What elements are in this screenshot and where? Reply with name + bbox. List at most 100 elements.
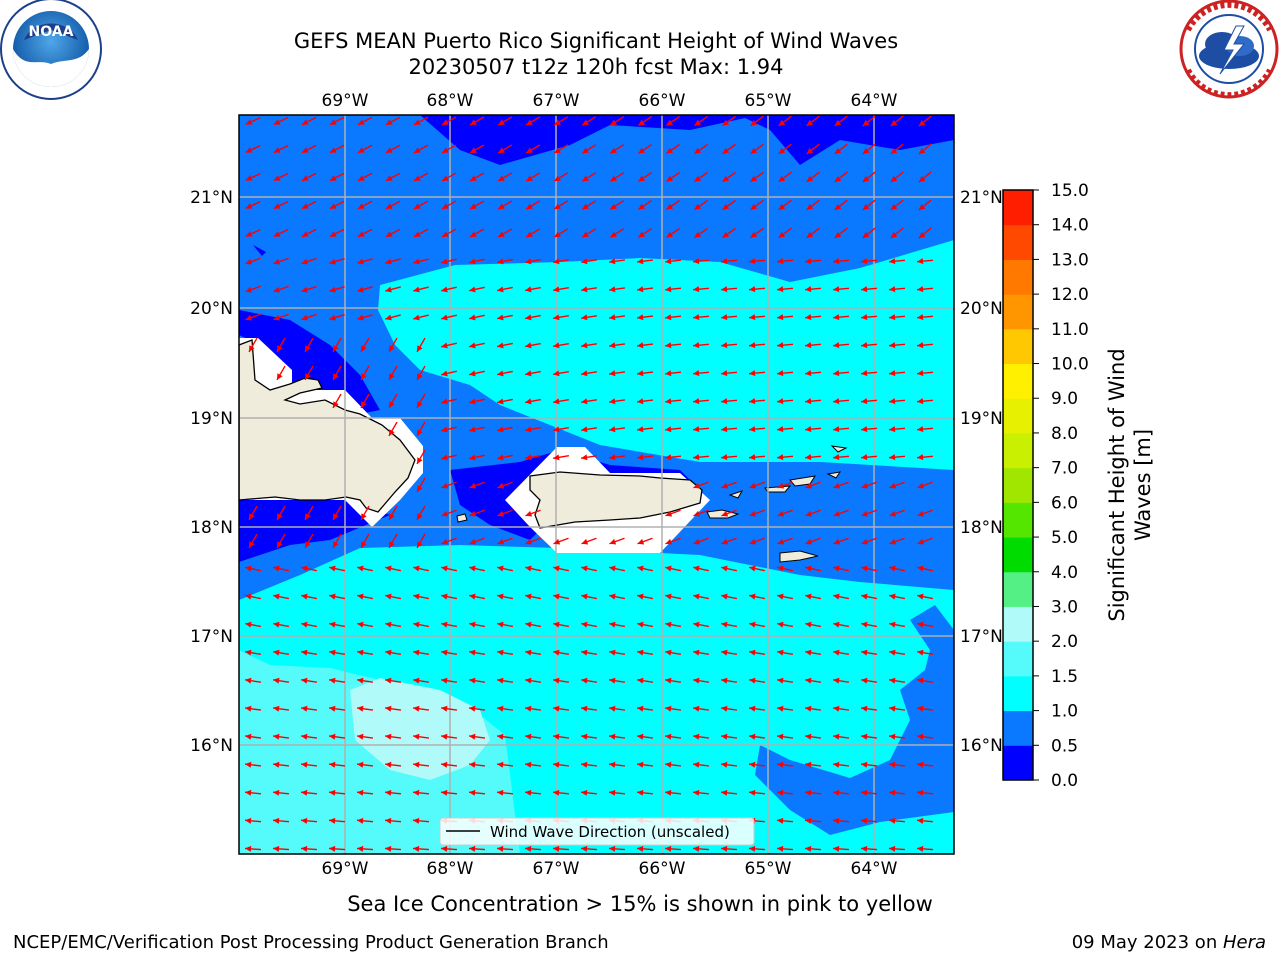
wave-vector-head [609, 314, 616, 321]
wave-vector-head [918, 175, 926, 183]
wave-vector-head [833, 258, 840, 265]
wave-vector-head [693, 426, 700, 433]
wave-vector-head [413, 817, 420, 824]
wave-vector-head [497, 510, 505, 517]
wave-vector-head [637, 733, 644, 740]
colorbar: 0.0 0.5 1.0 1.5 2.0 3.0 4.0 5.0 6.0 7.0 8.0 9.0 10.0… [1002, 181, 1089, 791]
wave-vector-head [413, 593, 420, 600]
wave-vector-head [721, 426, 728, 433]
lat-label-left: 18°N [190, 518, 233, 538]
wave-vector-head [245, 314, 253, 321]
wave-vector-head [861, 733, 868, 740]
wave-vector-head [273, 593, 280, 600]
wave-vector-head [497, 342, 504, 349]
lon-label-bottom: 67°W [533, 859, 580, 879]
wave-vector-head [806, 119, 814, 126]
wave-vector-head [469, 789, 476, 796]
wave-vector-head [245, 677, 252, 684]
wave-vector-head [553, 454, 560, 461]
wave-vector-head [721, 454, 728, 461]
land-hispaniola [239, 339, 416, 513]
wave-vector-head [582, 147, 589, 154]
wave-vector-head [749, 565, 756, 572]
wave-vector-head [917, 677, 924, 684]
wave-vector-head [666, 119, 674, 126]
wave-vector-head [889, 789, 896, 796]
lat-label-right: 18°N [960, 518, 1003, 538]
wave-vector-head [834, 203, 842, 210]
wave-vector-head [301, 817, 308, 824]
wave-vector-head [889, 258, 896, 265]
wave-vector-head [413, 733, 420, 740]
wave-vector-head [777, 398, 784, 405]
wave-vector-head [609, 398, 616, 405]
lat-labels-left: 21°N 20°N 19°N 18°N 17°N 16°N [190, 188, 233, 756]
wave-vector-head [889, 426, 896, 433]
lon-labels-top: 69°W 68°W 67°W 66°W 65°W 64°W [322, 91, 898, 111]
wave-vector-head [498, 175, 505, 182]
wave-vector-head [273, 845, 280, 852]
wave-vector-head [889, 705, 896, 712]
wave-vector-head [497, 593, 504, 600]
wave-vector-head [357, 817, 364, 824]
wave-vector-head [413, 789, 420, 796]
wave-vector-head [441, 398, 448, 405]
wave-vector-head [861, 314, 868, 321]
wave-vector-head [833, 454, 840, 461]
wave-vector-head [245, 621, 252, 628]
wave-vector-head [329, 677, 336, 684]
wave-vector-head [749, 593, 756, 600]
wave-vector-head [861, 398, 868, 405]
wave-vector-head [637, 677, 644, 684]
colorbar-segment [1003, 363, 1033, 399]
colorbar-title-line1: Significant Height of Wind [1105, 348, 1129, 621]
wave-vector-head [442, 175, 449, 181]
wave-vector-head [638, 119, 645, 126]
wave-vector-head [357, 733, 364, 740]
wave-vector-head [329, 761, 336, 768]
wave-vector-head [553, 426, 560, 433]
wave-vector-head [749, 538, 757, 545]
wave-vector-head [357, 231, 365, 237]
wave-vector-head [413, 258, 420, 265]
wave-vector-head [497, 761, 504, 768]
wave-vector-head [805, 538, 813, 545]
wave-vector-head [861, 621, 868, 628]
wave-vector-head [749, 789, 756, 796]
wave-vector-head [389, 513, 395, 520]
wave-vector-head [637, 761, 644, 768]
wave-vector-head [917, 510, 925, 517]
wave-vector-head [581, 258, 588, 265]
wave-vector-head [833, 510, 841, 517]
wave-vector-head [889, 733, 896, 740]
wave-vector-head [861, 649, 868, 656]
wave-vector-head [441, 454, 448, 461]
map-legend: Wind Wave Direction (unscaled) [439, 817, 755, 846]
wave-vector-head [273, 119, 281, 125]
wave-vector-head [469, 538, 477, 545]
wave-vector-head [525, 342, 532, 349]
wave-vector-head [833, 426, 840, 433]
noaa-logo-icon: NOAA [0, 0, 102, 100]
wave-vector-head [777, 342, 784, 349]
wave-vector-head [357, 175, 365, 181]
wave-vector-head [469, 677, 476, 684]
wave-vector-head [357, 705, 364, 712]
wave-vector-head [329, 705, 336, 712]
wave-vector-head [553, 342, 560, 349]
wave-vector-head [638, 203, 645, 210]
wave-vector-head [862, 119, 870, 126]
wave-vector-head [749, 342, 756, 349]
colorbar-segment [1003, 432, 1033, 469]
wave-vector-head [693, 510, 701, 517]
wave-vector-head [413, 286, 420, 293]
wave-vector-head [553, 733, 560, 740]
wave-vector-head [833, 482, 841, 489]
wave-vector-head [553, 761, 560, 768]
wave-vector-head [889, 677, 896, 684]
wave-vector-head [245, 845, 252, 852]
lat-label-left: 19°N [190, 409, 233, 429]
wave-vector-head [833, 761, 840, 768]
wave-vector-head [861, 593, 868, 600]
wave-vector-head [665, 454, 672, 461]
